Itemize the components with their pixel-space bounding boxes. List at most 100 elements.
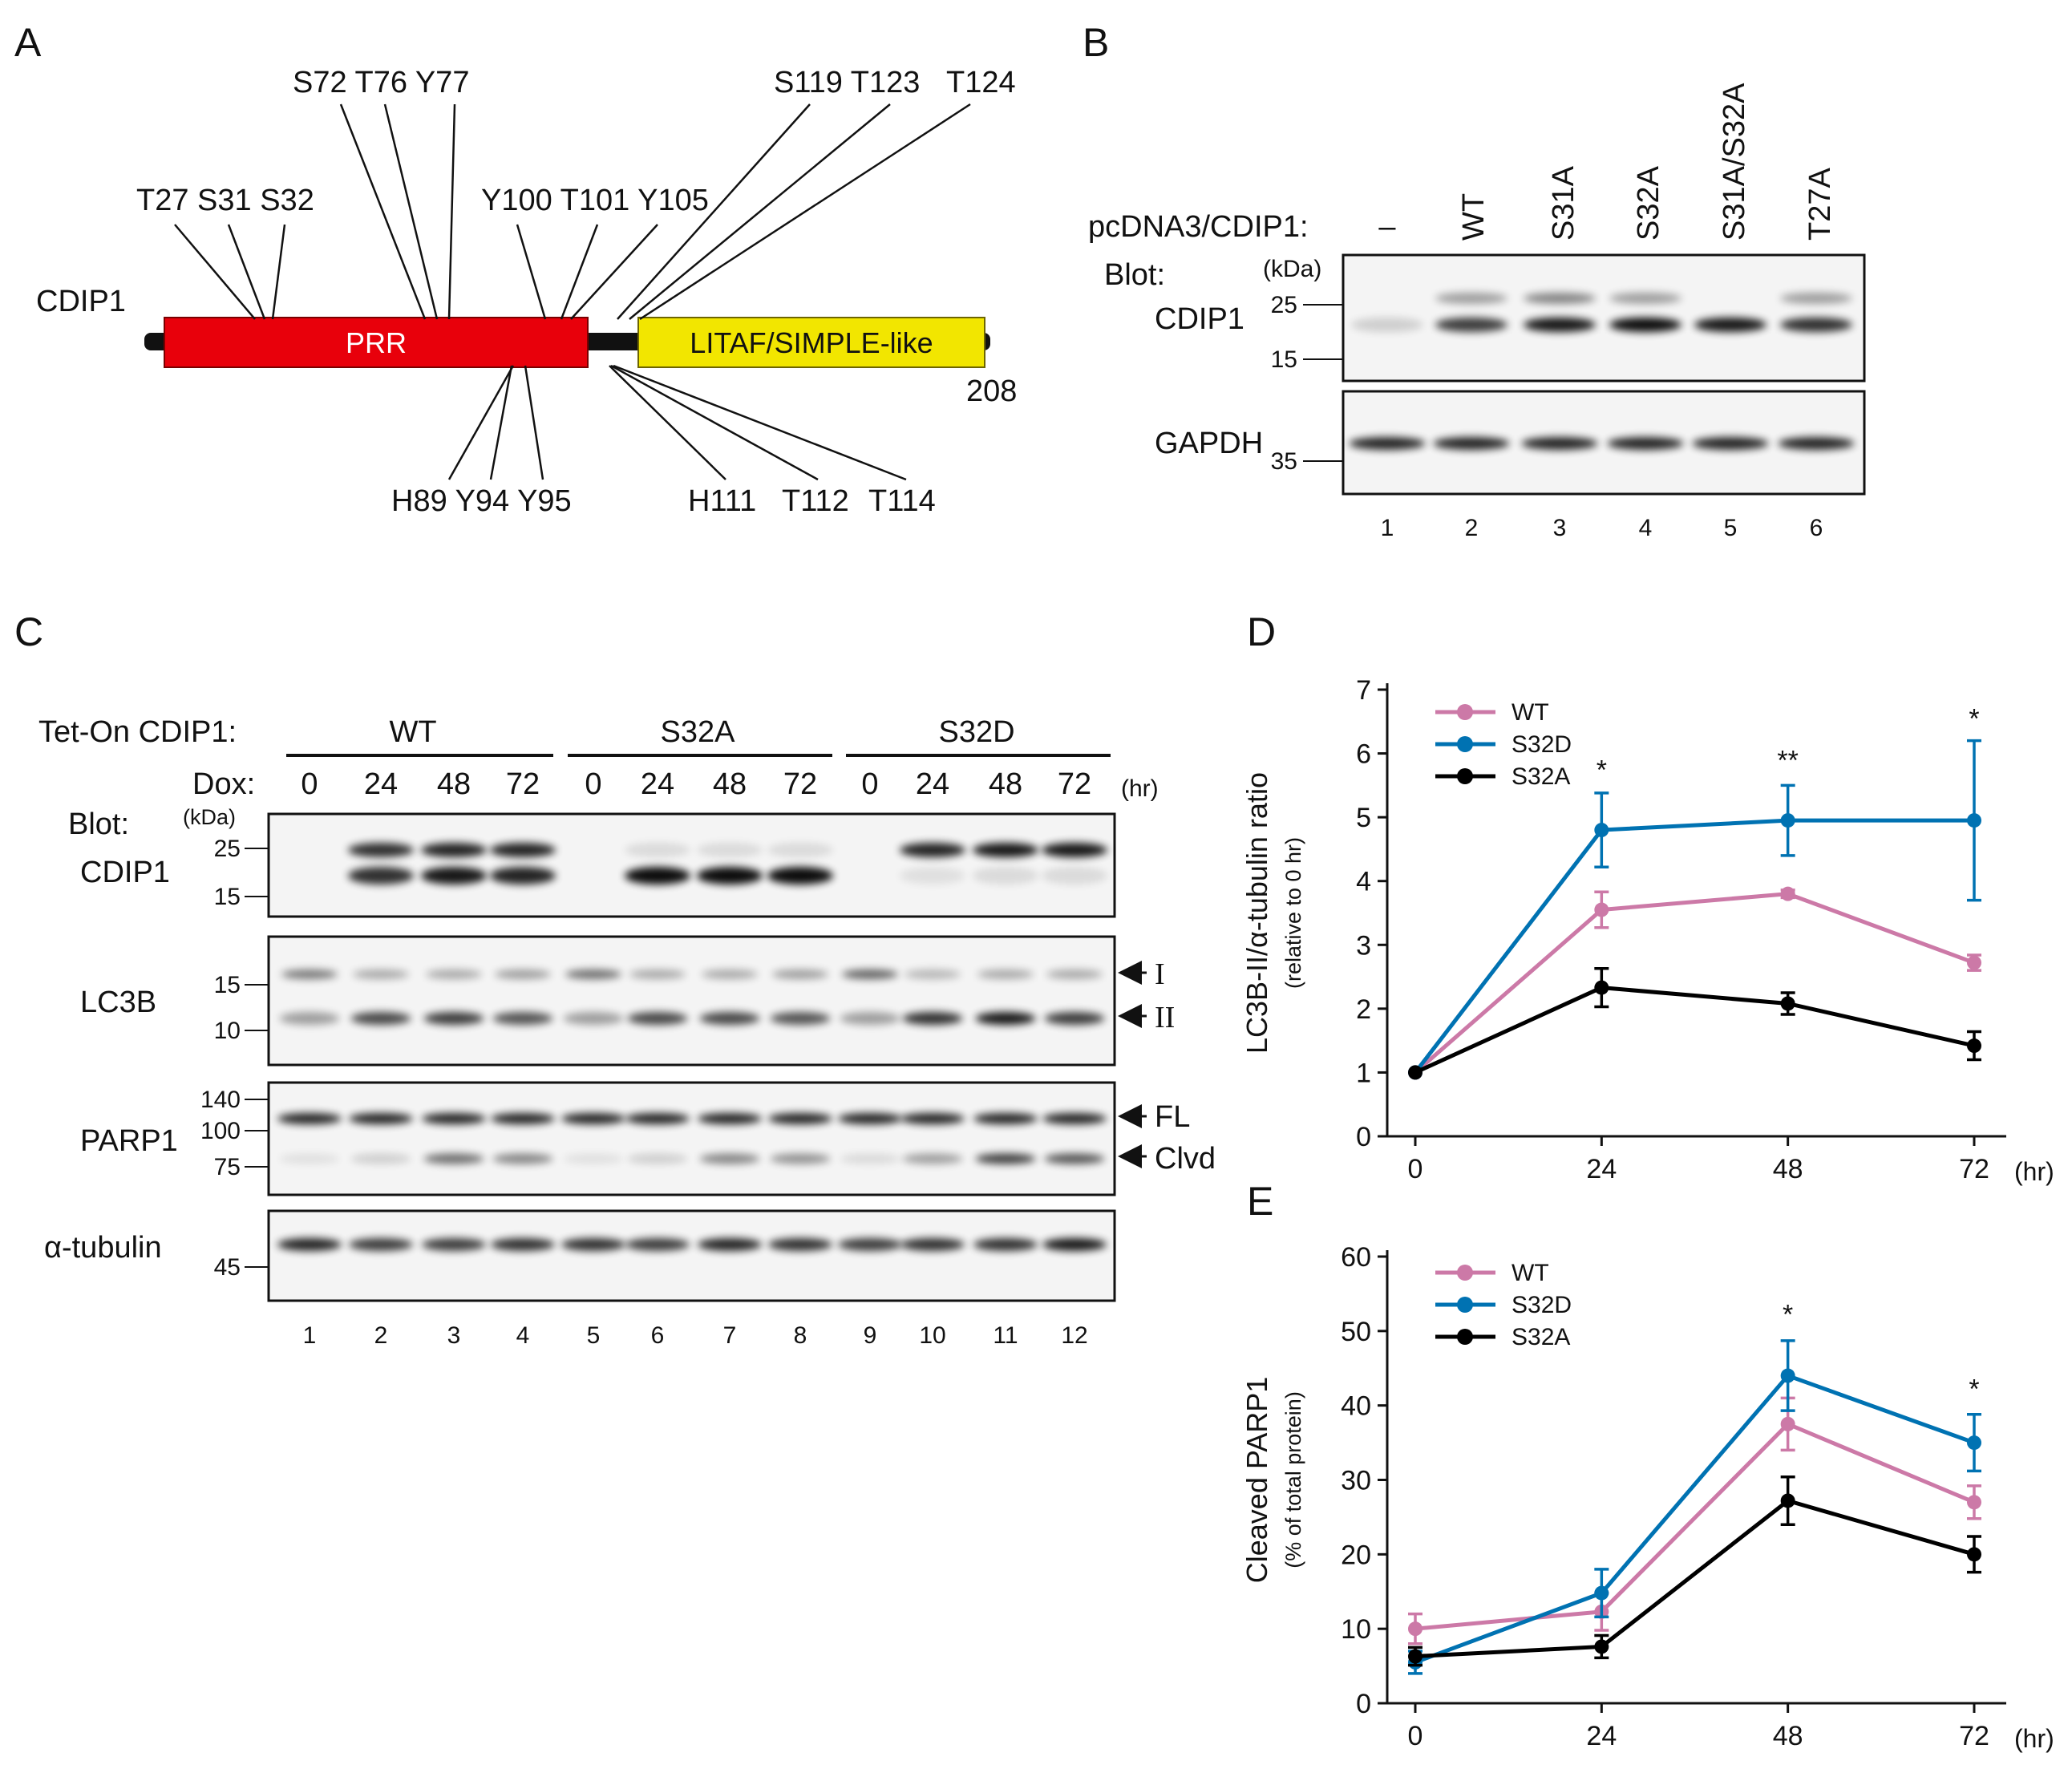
dox-time: 0 — [301, 767, 318, 801]
blot-band — [349, 1113, 413, 1124]
blot-band — [491, 1113, 555, 1124]
blot-band — [350, 1012, 411, 1025]
data-point — [1967, 813, 1981, 828]
blot-band — [702, 969, 758, 979]
marker: 10 — [214, 1018, 241, 1044]
legend-marker — [1457, 704, 1473, 720]
blot-band — [1524, 293, 1596, 304]
blot-band — [699, 1153, 760, 1164]
blot-band — [1780, 293, 1852, 304]
marker: 25 — [214, 836, 241, 862]
blot-band — [1046, 969, 1103, 979]
blot-band — [973, 1238, 1038, 1251]
marker: 100 — [200, 1118, 241, 1144]
protein-name: CDIP1 — [36, 285, 126, 318]
dox-time: 0 — [585, 767, 601, 801]
x-tick-label: 24 — [1586, 1721, 1617, 1751]
legend-marker — [1457, 1329, 1473, 1345]
y-tick-label: 60 — [1341, 1242, 1371, 1273]
lane-header: S31A — [1547, 165, 1580, 241]
litaf-domain — [637, 317, 985, 368]
blot-band — [495, 969, 551, 979]
lane-number: 6 — [651, 1322, 665, 1349]
legend-marker — [1457, 1265, 1473, 1281]
panel-b-lane-numbers: 1 2 3 4 5 6 — [1381, 515, 1823, 541]
blot-band — [1780, 318, 1852, 332]
sites-top-5: T124 — [946, 66, 1016, 99]
data-point — [1780, 1416, 1795, 1431]
legend-label: S32A — [1512, 1324, 1570, 1350]
y-axis-sublabel: (% of total protein) — [1281, 1391, 1305, 1569]
kda-label: (kDa) — [183, 805, 236, 829]
blot-bands-cdip1 — [1351, 293, 1852, 332]
blot-band — [975, 1012, 1036, 1025]
blot-cdip1 — [1342, 253, 1866, 383]
sites-top-1: T27 S31 S32 — [136, 184, 314, 217]
lane-number: 11 — [993, 1322, 1018, 1349]
blot-band — [422, 1113, 486, 1124]
hr-unit: (hr) — [1121, 775, 1159, 802]
blot-band — [699, 1012, 760, 1025]
y-axis-label: LC3B-II/α-tubulin ratio — [1240, 772, 1273, 1054]
dox-times: 0 24 48 72 0 24 48 72 0 24 48 72 — [301, 767, 1091, 801]
blot-band — [902, 1012, 963, 1025]
kda-label: (kDa) — [1263, 256, 1321, 282]
blot-band — [426, 969, 482, 979]
blot-band — [697, 843, 763, 857]
blot-band — [902, 1153, 963, 1164]
blot-band — [842, 969, 898, 979]
dox-time: 24 — [364, 767, 398, 801]
marker: 45 — [214, 1254, 241, 1281]
blot-band — [627, 1012, 688, 1025]
blot-label: Blot: — [1104, 258, 1165, 292]
blot-band — [422, 1238, 486, 1251]
data-point — [1408, 1649, 1422, 1664]
blot-band — [1351, 318, 1423, 332]
blot-band — [423, 1153, 484, 1164]
lane-number: 5 — [587, 1322, 601, 1349]
blot-band — [421, 867, 487, 884]
blot-band — [1609, 318, 1681, 332]
panel-d-letter: D — [1247, 609, 1276, 654]
significance-mark: * — [1969, 704, 1979, 735]
legend-label: S32A — [1512, 763, 1570, 790]
blot-band — [348, 843, 414, 857]
y-tick-label: 20 — [1341, 1540, 1371, 1570]
lane-number: 6 — [1810, 515, 1823, 541]
blot-band — [1694, 318, 1766, 332]
panel-b-western-blot: pcDNA3/CDIP1: – WT S31A S32A S31A/S32A T… — [1088, 83, 1866, 541]
y-tick-label: 3 — [1356, 930, 1371, 961]
y-tick-label: 7 — [1356, 675, 1371, 706]
blot-bands-c-cdip1 — [348, 843, 1107, 884]
blot-band — [770, 1153, 831, 1164]
blot-band — [900, 1113, 965, 1124]
blot-band — [1435, 293, 1507, 304]
panel-a-domain-diagram: CDIP1 PRR LITAF/SIMPLE-like 208 — [36, 66, 1017, 518]
lc3b-arrow-i: I — [1155, 957, 1165, 991]
blot-band — [625, 1238, 690, 1251]
panel-a-letter: A — [14, 20, 42, 65]
blot-band — [840, 1153, 900, 1164]
blot-band — [625, 1113, 690, 1124]
legend-label: S32D — [1512, 1292, 1572, 1318]
lane-number: 12 — [1061, 1322, 1087, 1349]
tet-on-label: Tet-On CDIP1: — [38, 715, 237, 749]
blot-band — [838, 1238, 902, 1251]
dox-time: 48 — [437, 767, 471, 801]
construct-label: pcDNA3/CDIP1: — [1088, 210, 1309, 244]
lane-header: S32A — [1632, 165, 1665, 241]
blot-band — [348, 867, 414, 884]
blot-band — [767, 867, 833, 884]
blot-band — [973, 843, 1038, 857]
blot-band — [977, 969, 1034, 979]
blot-band — [423, 1012, 484, 1025]
blot-band — [904, 969, 961, 979]
chart-d: 0 1 2 3 4 5 6 7 0 24 48 72 (hr) LC3B-II/α-tubulin rat… — [1240, 675, 2054, 1186]
blot-name-lc3b: LC3B — [80, 986, 156, 1019]
blot-band — [1524, 318, 1596, 332]
prr-label: PRR — [346, 326, 407, 359]
series-line — [1414, 1373, 1975, 1665]
lane-header: – — [1378, 210, 1396, 244]
data-point — [1408, 1065, 1422, 1080]
blot-band — [973, 867, 1038, 884]
